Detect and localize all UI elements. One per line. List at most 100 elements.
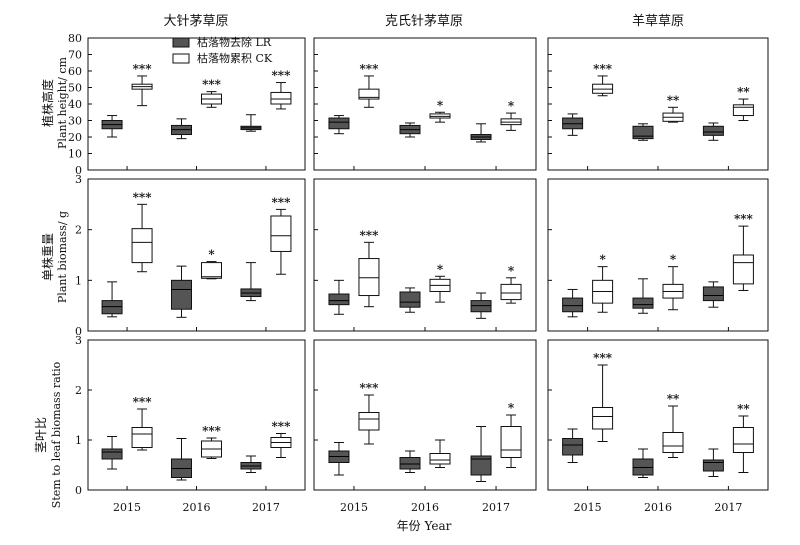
box-ck-2017 — [270, 433, 292, 458]
box-iqr — [702, 125, 724, 136]
y-tick-label: 80 — [68, 32, 82, 45]
panel-frame — [313, 178, 537, 332]
box-lr-2017 — [240, 262, 262, 302]
significance-label: *** — [133, 190, 153, 204]
box-ck-2015 — [358, 394, 380, 445]
significance-label: * — [508, 401, 515, 415]
box-lr-2017 — [470, 292, 492, 319]
panel-r1-c2: * **** — [547, 178, 769, 332]
box-lr-2015 — [562, 428, 584, 463]
box-iqr — [732, 427, 754, 453]
box-ck-2016 — [662, 266, 684, 311]
box-lr-2017 — [702, 122, 724, 141]
y-tick-label: 3 — [75, 334, 82, 347]
box-lr-2017 — [240, 114, 262, 132]
box-lr-2016 — [171, 265, 192, 318]
box-lr-2015 — [562, 113, 584, 136]
box-lr-2016 — [399, 287, 421, 313]
box-ck-2016 — [662, 106, 684, 123]
y-tick-label: 0 — [75, 164, 82, 177]
box-ck-2017 — [732, 415, 754, 473]
significance-label: ** — [737, 85, 750, 99]
panel-r2-c1: **** — [313, 339, 537, 491]
box-iqr — [358, 258, 380, 297]
column-titles: 大针茅草原 克氏针茅草原 羊草草原 — [163, 13, 684, 29]
box-ck-2017 — [270, 208, 292, 275]
y-tick-label: 2 — [75, 224, 82, 237]
box-lr-2015 — [101, 115, 123, 138]
box-iqr — [201, 262, 222, 279]
significance-label: * — [437, 98, 444, 112]
significance-label: *** — [133, 395, 153, 409]
box-lr-2017 — [470, 426, 492, 482]
y-tick-label: 3 — [75, 173, 82, 186]
significance-label: *** — [734, 212, 754, 226]
box-iqr — [358, 412, 380, 431]
box-iqr — [171, 279, 192, 310]
box-lr-2016 — [399, 122, 421, 138]
x-tick-label: 2015 — [574, 501, 602, 514]
box-ck-2015 — [592, 266, 614, 313]
significance-label: *** — [272, 420, 292, 434]
box-iqr — [732, 104, 754, 117]
significance-label: *** — [272, 195, 292, 209]
significance-label: *** — [360, 381, 380, 395]
box-lr-2015 — [328, 115, 350, 135]
box-iqr — [101, 300, 123, 315]
panel-r0-c1: **** * — [313, 37, 537, 171]
y-label-height-en: Plant height/ cm — [56, 56, 69, 149]
legend-swatch-lr — [172, 37, 190, 48]
box-ck-2016 — [201, 91, 222, 108]
column-title-2: 克氏针茅草原 — [385, 14, 463, 29]
box-ck-2015 — [131, 75, 153, 107]
significance-label: ** — [667, 392, 680, 406]
significance-label: * — [670, 253, 677, 267]
box-ck-2017 — [500, 414, 522, 468]
box-lr-2015 — [328, 442, 350, 476]
y-tick-label: 0 — [75, 325, 82, 338]
box-iqr — [632, 125, 654, 140]
panel-frame — [87, 339, 306, 491]
box-iqr — [500, 283, 522, 301]
y-label-biomass-cn: 单株重量 — [40, 233, 55, 281]
box-ck-2016 — [429, 275, 451, 303]
box-ck-2017 — [500, 112, 522, 131]
y-tick-label: 1 — [75, 434, 82, 447]
significance-label: ** — [737, 402, 750, 416]
box-ck-2016 — [201, 261, 222, 280]
y-label-height-cn: 植株高度 — [40, 79, 55, 127]
box-lr-2016 — [399, 450, 421, 473]
significance-label: * — [437, 262, 444, 276]
significance-label: *** — [133, 62, 153, 76]
y-label-ratio-en: Stem to leaf biomass ratio — [50, 361, 63, 508]
y-tick-label: 10 — [68, 148, 82, 161]
y-label-biomass-en: Plant biomass/ g — [56, 211, 69, 303]
box-iqr — [562, 438, 584, 456]
box-iqr — [358, 88, 380, 100]
x-tick-label: 2015 — [340, 501, 368, 514]
box-lr-2016 — [171, 118, 192, 140]
box-iqr — [131, 228, 153, 264]
box-lr-2016 — [632, 278, 654, 314]
significance-label: *** — [202, 424, 222, 438]
y-tick-label: 40 — [68, 98, 82, 111]
box-iqr — [662, 432, 684, 453]
box-iqr — [500, 426, 522, 458]
box-iqr — [732, 254, 754, 285]
y-label-ratio-cn: 茎叶比 — [34, 417, 48, 453]
legend: 枯落物去除 LR 枯落物累积 CK — [172, 35, 273, 65]
panel-frame — [313, 37, 537, 171]
x-tick-label: 2017 — [482, 501, 510, 514]
box-iqr — [470, 455, 492, 476]
box-ck-2017 — [500, 277, 522, 304]
panel-frame — [547, 339, 769, 491]
significance-label: *** — [593, 351, 613, 365]
box-ck-2016 — [201, 437, 222, 459]
box-iqr — [429, 453, 451, 465]
box-ck-2015 — [358, 75, 380, 108]
box-iqr — [399, 291, 421, 308]
x-tick-label: 2016 — [644, 501, 672, 514]
box-ck-2015 — [358, 241, 380, 308]
box-lr-2016 — [171, 438, 192, 481]
